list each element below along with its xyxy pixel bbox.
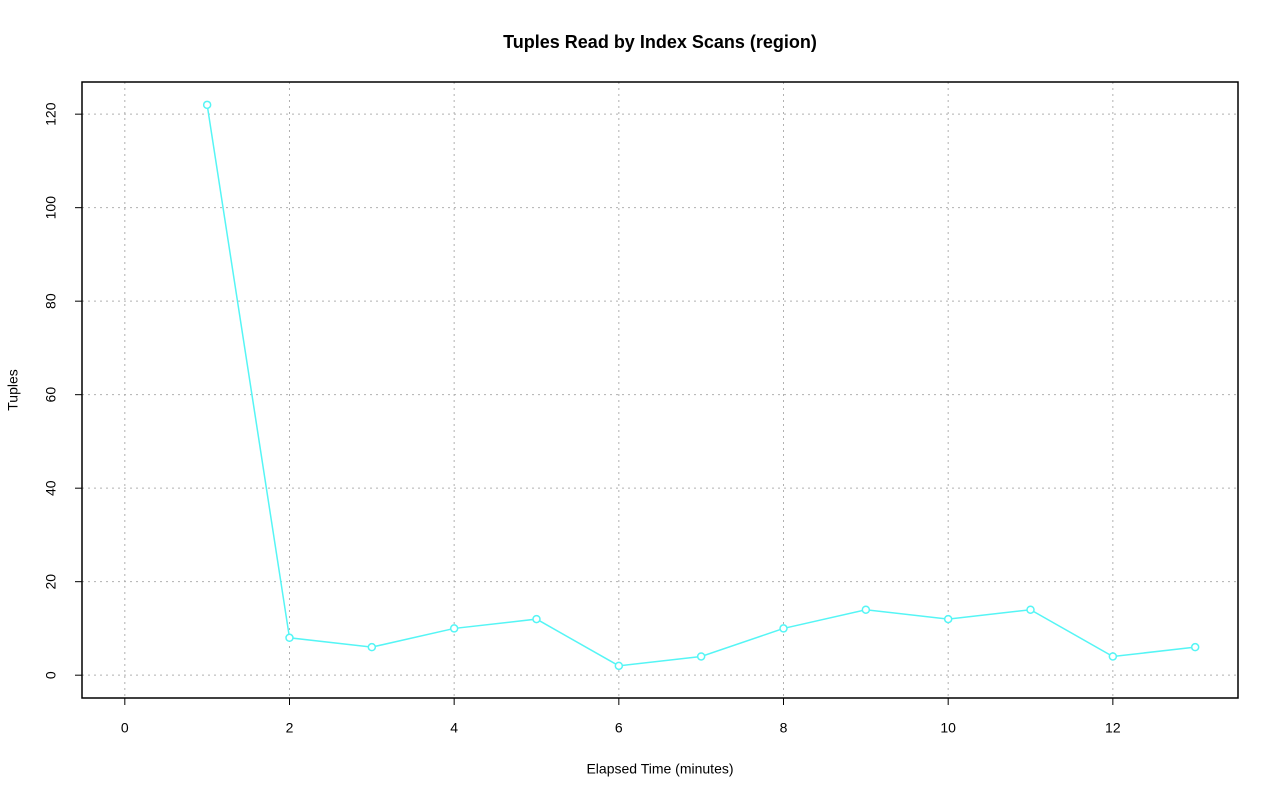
y-tick-label: 40	[43, 480, 59, 496]
point	[1108, 652, 1118, 661]
point	[449, 624, 459, 633]
point	[1026, 605, 1035, 614]
point	[285, 633, 294, 643]
point	[532, 614, 541, 624]
x-tick-label: 2	[286, 720, 294, 736]
point	[861, 605, 871, 614]
point	[367, 642, 377, 652]
point	[1190, 642, 1200, 652]
y-tick-label: 0	[43, 671, 59, 679]
y-axis-label: Tuples	[5, 369, 21, 411]
x-tick-label: 12	[1105, 720, 1121, 736]
y-tick-label: 100	[43, 196, 59, 220]
y-tick-label: 20	[43, 574, 59, 590]
point	[943, 614, 953, 624]
point	[614, 661, 624, 671]
y-tick-label: 80	[43, 293, 59, 309]
y-tick-label: 60	[43, 387, 59, 403]
x-tick-label: 4	[450, 720, 458, 736]
point	[779, 624, 788, 633]
x-tick-label: 10	[940, 720, 956, 736]
plot-frame	[81, 81, 1239, 699]
x-axis-label: Elapsed Time (minutes)	[586, 761, 733, 777]
x-tick-label: 0	[121, 720, 129, 736]
point	[202, 100, 212, 110]
y-tick-label: 120	[43, 102, 59, 126]
chart-title: Tuples Read by Index Scans (region)	[503, 32, 817, 52]
point	[696, 652, 706, 661]
x-tick-label: 6	[615, 720, 623, 736]
x-tick-label: 8	[780, 720, 788, 736]
